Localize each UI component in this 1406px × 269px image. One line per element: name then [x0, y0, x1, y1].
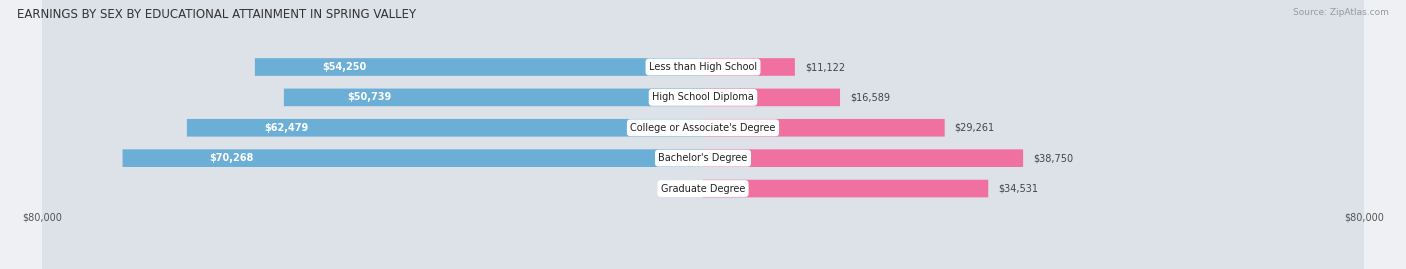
- Text: $11,122: $11,122: [804, 62, 845, 72]
- Text: $38,750: $38,750: [1033, 153, 1073, 163]
- Text: $29,261: $29,261: [955, 123, 994, 133]
- FancyBboxPatch shape: [703, 89, 839, 106]
- Text: Bachelor's Degree: Bachelor's Degree: [658, 153, 748, 163]
- FancyBboxPatch shape: [42, 0, 1364, 269]
- Text: EARNINGS BY SEX BY EDUCATIONAL ATTAINMENT IN SPRING VALLEY: EARNINGS BY SEX BY EDUCATIONAL ATTAINMEN…: [17, 8, 416, 21]
- FancyBboxPatch shape: [284, 89, 703, 106]
- Text: $34,531: $34,531: [998, 183, 1038, 194]
- FancyBboxPatch shape: [42, 0, 1364, 269]
- Text: $62,479: $62,479: [264, 123, 308, 133]
- Text: $16,589: $16,589: [851, 92, 890, 102]
- Text: Less than High School: Less than High School: [650, 62, 756, 72]
- FancyBboxPatch shape: [703, 119, 945, 137]
- Text: Source: ZipAtlas.com: Source: ZipAtlas.com: [1294, 8, 1389, 17]
- FancyBboxPatch shape: [42, 0, 1364, 269]
- Text: High School Diploma: High School Diploma: [652, 92, 754, 102]
- FancyBboxPatch shape: [42, 0, 1364, 269]
- FancyBboxPatch shape: [703, 149, 1024, 167]
- FancyBboxPatch shape: [703, 58, 794, 76]
- Text: Graduate Degree: Graduate Degree: [661, 183, 745, 194]
- FancyBboxPatch shape: [254, 58, 703, 76]
- Text: $0: $0: [678, 183, 690, 194]
- Text: $50,739: $50,739: [347, 92, 391, 102]
- Text: College or Associate's Degree: College or Associate's Degree: [630, 123, 776, 133]
- FancyBboxPatch shape: [42, 0, 1364, 269]
- Text: $54,250: $54,250: [322, 62, 367, 72]
- FancyBboxPatch shape: [703, 180, 988, 197]
- FancyBboxPatch shape: [122, 149, 703, 167]
- Text: $70,268: $70,268: [209, 153, 254, 163]
- FancyBboxPatch shape: [187, 119, 703, 137]
